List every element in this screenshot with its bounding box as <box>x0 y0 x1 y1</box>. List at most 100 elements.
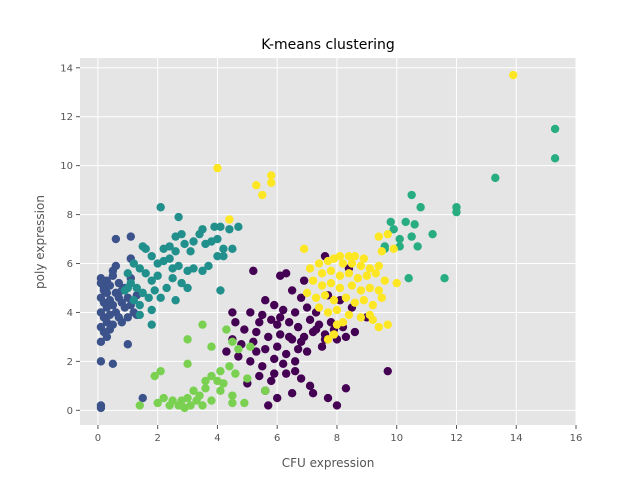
y-tick-label: 2 <box>67 357 73 368</box>
cluster-2-point <box>141 269 150 278</box>
cluster-3-point <box>401 217 410 227</box>
cluster-0-point <box>281 369 291 378</box>
cluster-5-point <box>359 254 369 263</box>
cluster-0-point <box>261 344 270 354</box>
cluster-5-point <box>326 278 336 288</box>
cluster-1-point <box>105 281 115 290</box>
cluster-4-point <box>201 384 210 393</box>
cluster-0-point <box>249 266 258 276</box>
x-tick-label: 6 <box>274 433 280 444</box>
cluster-2-point <box>144 293 153 302</box>
cluster-2-point <box>123 283 133 293</box>
cluster-5-point <box>341 293 351 302</box>
y-axis-label: poly expression <box>33 195 47 289</box>
cluster-5-point <box>374 232 383 241</box>
cluster-0-point <box>332 401 342 410</box>
cluster-4-point <box>228 391 237 400</box>
x-tick-label: 4 <box>214 433 220 444</box>
cluster-3-point <box>491 173 500 183</box>
y-tick-label: 14 <box>60 63 73 74</box>
cluster-3-point <box>410 220 419 229</box>
cluster-5-point <box>329 254 339 263</box>
cluster-5-point <box>267 171 276 180</box>
cluster-1-point <box>105 325 115 334</box>
cluster-4-point <box>222 325 231 334</box>
cluster-0-point <box>287 286 297 295</box>
cluster-5-point <box>302 288 312 298</box>
cluster-0-point <box>290 357 300 366</box>
cluster-3-point <box>428 229 437 239</box>
cluster-5-point <box>329 330 339 339</box>
cluster-2-point <box>180 239 189 249</box>
cluster-1-point <box>99 286 109 295</box>
y-tick-label: 0 <box>67 406 73 417</box>
cluster-5-point <box>350 298 360 307</box>
cluster-5-point <box>225 215 234 224</box>
cluster-3-point <box>395 234 404 244</box>
axis-ticks: 0 2 4 6 8 10 12 14 16 0 2 4 6 8 10 12 14 <box>60 63 582 444</box>
cluster-4-point <box>153 398 162 408</box>
cluster-0-point <box>341 332 351 342</box>
cluster-5-point <box>258 190 267 200</box>
cluster-5-point <box>356 313 366 322</box>
cluster-5-point <box>365 283 375 293</box>
cluster-4-point <box>225 362 234 371</box>
cluster-4-point <box>240 398 249 408</box>
cluster-2-point <box>210 222 219 232</box>
cluster-5-point <box>213 163 222 173</box>
cluster-0-point <box>278 305 288 315</box>
cluster-4-point <box>207 371 216 381</box>
data-points <box>96 70 560 413</box>
cluster-5-point <box>374 286 383 295</box>
cluster-2-point <box>189 264 198 273</box>
cluster-2-point <box>147 320 156 329</box>
cluster-0-point <box>293 322 303 332</box>
cluster-5-point <box>380 276 389 285</box>
cluster-0-point <box>302 303 312 312</box>
cluster-5-point <box>389 244 398 254</box>
cluster-0-point <box>278 359 288 369</box>
cluster-0-point <box>222 347 231 356</box>
cluster-0-point <box>296 374 306 383</box>
cluster-0-point <box>275 313 285 322</box>
cluster-5-point <box>267 178 276 187</box>
cluster-0-point <box>284 332 294 342</box>
cluster-5-point <box>252 181 261 190</box>
cluster-5-point <box>299 244 309 254</box>
cluster-2-point <box>141 244 150 254</box>
cluster-4-point <box>207 342 216 351</box>
x-axis-label: CFU expression <box>282 456 375 470</box>
cluster-2-point <box>168 274 177 283</box>
cluster-2-point <box>204 261 213 271</box>
cluster-3-point <box>550 154 560 163</box>
cluster-2-point <box>135 310 144 320</box>
cluster-2-point <box>132 283 141 293</box>
cluster-0-point <box>270 369 279 378</box>
cluster-2-point <box>129 259 138 268</box>
cluster-1-point <box>96 403 106 413</box>
cluster-1-point <box>108 300 118 310</box>
cluster-4-point <box>159 393 168 403</box>
cluster-2-point <box>183 283 192 293</box>
cluster-5-point <box>347 259 357 268</box>
cluster-2-point <box>171 247 180 256</box>
cluster-4-point <box>150 371 159 381</box>
cluster-5-point <box>317 281 327 290</box>
cluster-2-point <box>177 278 186 288</box>
cluster-2-point <box>228 244 237 254</box>
cluster-2-point <box>219 251 228 261</box>
plot-background <box>80 58 576 425</box>
cluster-3-point <box>389 225 398 234</box>
cluster-5-point <box>332 320 342 329</box>
cluster-5-point <box>359 296 369 305</box>
cluster-2-point <box>186 247 195 256</box>
cluster-5-point <box>317 269 327 278</box>
cluster-3-point <box>416 203 425 212</box>
cluster-2-point <box>147 305 156 315</box>
cluster-0-point <box>273 393 282 403</box>
cluster-5-point <box>332 305 342 315</box>
x-tick-label: 16 <box>570 433 583 444</box>
cluster-5-point <box>362 271 372 280</box>
cluster-0-point <box>323 393 333 403</box>
